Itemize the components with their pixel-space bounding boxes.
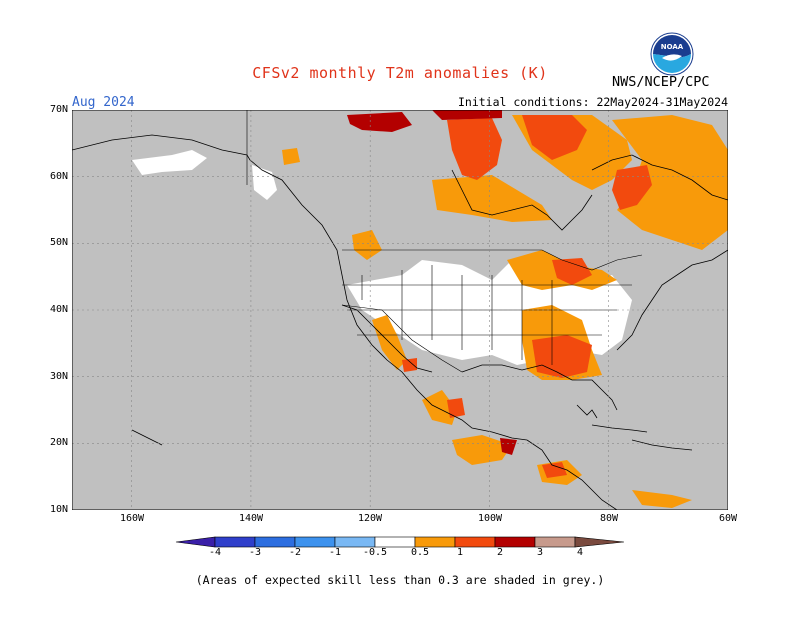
colorbar-swatch (254, 536, 296, 548)
lon-label-160w: 160W (119, 513, 145, 524)
anomaly-map (72, 110, 728, 510)
colorbar-label: -1 (328, 547, 342, 558)
colorbar-label: 4 (576, 547, 584, 558)
colorbar-label: -3 (248, 547, 262, 558)
colorbar-swatch (214, 536, 256, 548)
gridlines (72, 110, 728, 510)
colorbar-label: 3 (536, 547, 544, 558)
lon-label-100w: 100W (477, 513, 503, 524)
colorbar-label: -2 (288, 547, 302, 558)
lon-label-140w: 140W (238, 513, 264, 524)
colorbar-swatch (454, 536, 496, 548)
lat-label-10n: 10N (49, 504, 68, 515)
colorbar-swatch (334, 536, 376, 548)
lat-label-60n: 60N (49, 171, 68, 182)
lon-label-80w: 80W (599, 513, 619, 524)
colorbar-label: 2 (496, 547, 504, 558)
colorbar-swatch (534, 536, 576, 548)
noaa-logo-icon: NOAA (650, 32, 694, 76)
colorbar-high-arrow (574, 536, 625, 548)
anomaly-red (402, 115, 652, 478)
lat-label-40n: 40N (49, 304, 68, 315)
initial-conditions: Initial conditions: 22May2024-31May2024 (457, 95, 728, 109)
lat-label-20n: 20N (49, 437, 68, 448)
colorbar (175, 536, 625, 548)
colorbar-swatch (494, 536, 536, 548)
lon-label-120w: 120W (357, 513, 383, 524)
colorbar-swatch (374, 536, 416, 548)
colorbar-label: -4 (208, 547, 222, 558)
map-title: CFSv2 monthly T2m anomalies (K) (252, 64, 548, 82)
colorbar-label: 0.5 (410, 547, 430, 558)
colorbar-low-arrow (175, 536, 216, 548)
skill-footnote: (Areas of expected skill less than 0.3 a… (195, 573, 605, 587)
colorbar-swatch (294, 536, 336, 548)
anomaly-dark-red (347, 110, 517, 455)
lat-label-70n: 70N (49, 104, 68, 115)
svg-text:NOAA: NOAA (661, 43, 684, 51)
lon-label-60w: 60W (718, 513, 738, 524)
colorbar-swatch (414, 536, 456, 548)
colorbar-label: -0.5 (362, 547, 388, 558)
colorbar-label: 1 (456, 547, 464, 558)
forecast-month: Aug 2024 (72, 95, 135, 110)
lat-label-30n: 30N (49, 371, 68, 382)
lat-label-50n: 50N (49, 237, 68, 248)
agency-label: NWS/NCEP/CPC (612, 74, 710, 90)
political-borders (246, 110, 643, 373)
